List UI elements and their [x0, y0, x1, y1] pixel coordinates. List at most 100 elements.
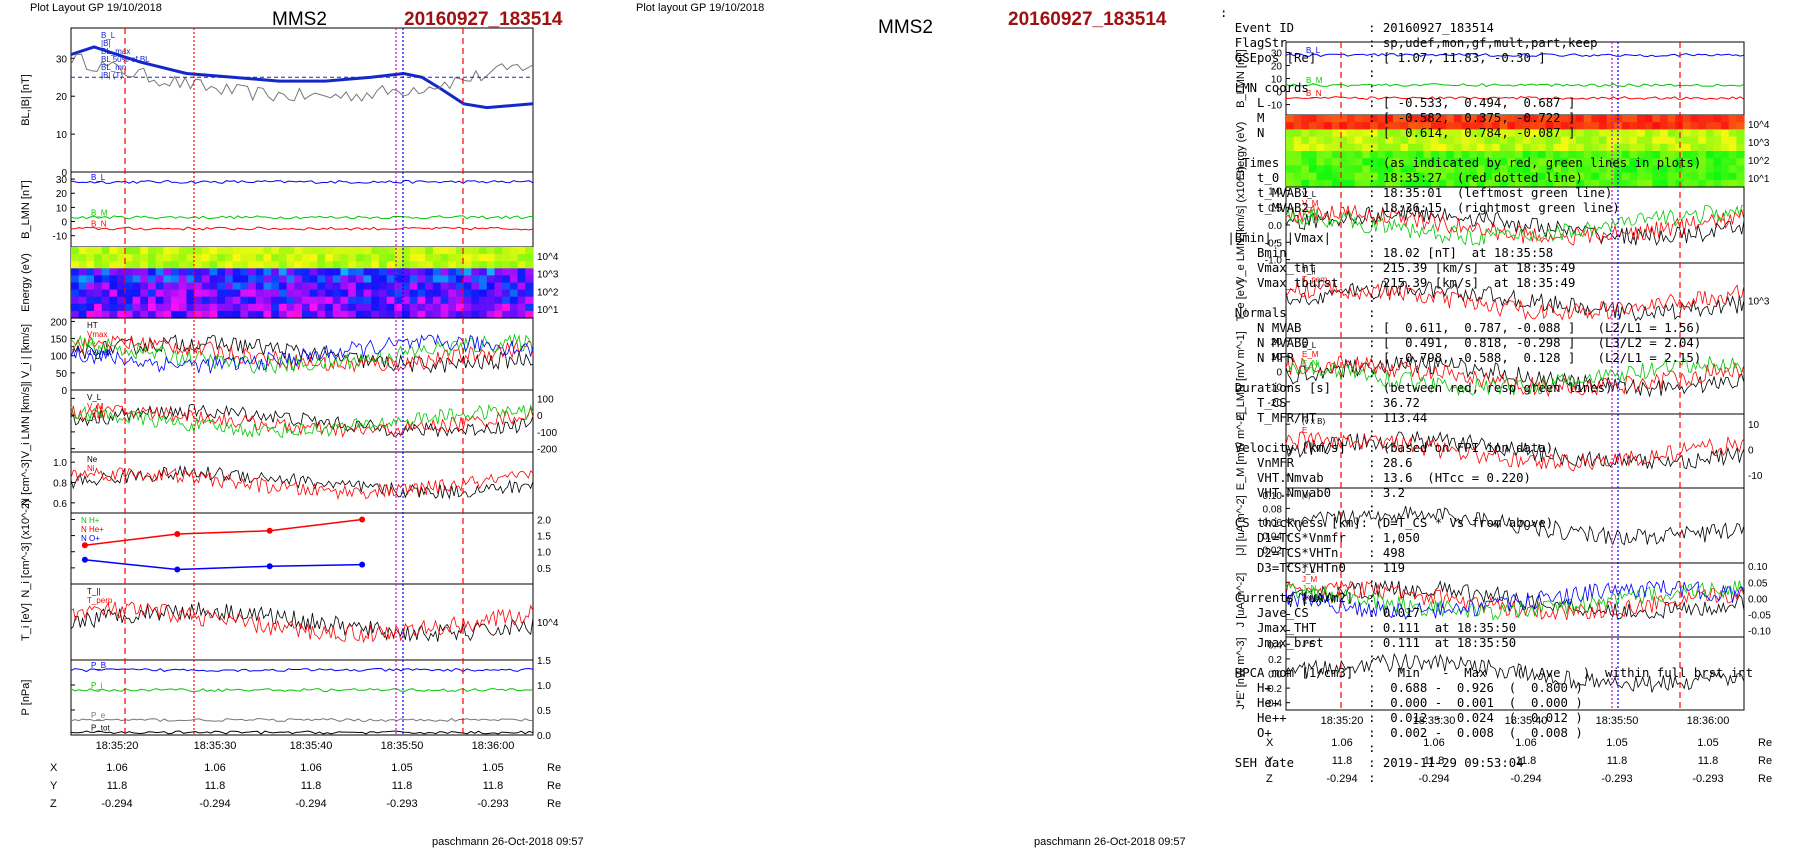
spectrogram-cell: [286, 247, 295, 255]
spectrogram-cell: [363, 254, 372, 262]
spectrogram-cell: [1652, 151, 1661, 159]
summary-line: HPCA mom [1/cm3] : Min - Max ( Ave ) wit…: [1220, 666, 1754, 680]
spectrogram-cell: [494, 310, 503, 319]
spectrogram-cell: [286, 282, 295, 291]
spectrogram-cell: [1324, 129, 1333, 138]
ephemeris-label: X: [50, 762, 58, 774]
spectrogram-cell: [271, 303, 280, 312]
spectrogram-cell: [78, 261, 87, 269]
spectrogram-cell: [1347, 136, 1356, 145]
spectrogram-cell: [86, 296, 95, 305]
spectrogram-cell: [1553, 136, 1562, 145]
spectrogram-cell: [1713, 151, 1722, 159]
spectrogram-cell: [1286, 129, 1295, 138]
spectrogram-cell: [332, 289, 342, 298]
spectrogram-cell: [178, 261, 188, 269]
spectrogram-cell: [1698, 158, 1707, 166]
spectrogram-cell: [109, 261, 118, 269]
spectrogram-cell: [1530, 179, 1539, 188]
spectrogram-cell: [425, 254, 434, 262]
spectrogram-cell: [332, 261, 342, 269]
spectrogram-cell: [1484, 115, 1493, 123]
spectrogram-cell: [140, 254, 149, 262]
spectrogram-cell: [1293, 179, 1302, 188]
spectrogram-cell: [1431, 165, 1440, 174]
spectrogram-cell: [1576, 165, 1585, 174]
spectrogram-cell: [194, 296, 203, 305]
spectrogram-cell: [1583, 129, 1592, 138]
spectrogram-cell: [1446, 158, 1455, 166]
spectrogram-cell: [525, 289, 534, 298]
summary-line: Currents [uA/m2] :: [1220, 591, 1376, 605]
spectrogram-cell: [1423, 179, 1432, 188]
spectrogram-cell: [86, 247, 95, 255]
legend-entry-jlmn: J_L: [1302, 566, 1315, 575]
spectrogram-cell: [1507, 165, 1516, 174]
spectrogram-cell: [1698, 172, 1707, 181]
spectrogram-cell: [194, 261, 203, 269]
series-line-p: [70, 717, 534, 723]
spectrogram-cell: [194, 303, 203, 312]
spectrogram-cell: [248, 296, 257, 305]
spectrogram-cell: [1492, 151, 1501, 159]
series-line-te: [1285, 279, 1745, 321]
spectrogram-cell: [1301, 129, 1310, 138]
spectrogram-cell: [163, 310, 172, 319]
spectrogram-cell: [348, 310, 357, 319]
spectrogram-cell: [117, 254, 126, 262]
spectrogram-cell: [1385, 143, 1394, 152]
spectrogram-cell: [94, 275, 103, 284]
ephemeris-value: -0.294: [1510, 773, 1541, 785]
spectrogram-cell: [1362, 115, 1371, 123]
spectrogram-cell: [94, 289, 103, 298]
spectrogram-cell: [1667, 122, 1676, 130]
spectrogram-cell: [209, 310, 218, 319]
spectrogram-cell: [1682, 158, 1692, 166]
spectrogram-cell: [1614, 129, 1623, 138]
spectrogram-cell: [109, 268, 118, 276]
spectrogram-cell: [1392, 129, 1402, 138]
tick-label-hpca: 1.0: [537, 548, 551, 559]
spectrogram-cell: [1568, 122, 1577, 130]
spectrogram-cell: [1644, 122, 1653, 130]
spectrogram-cell: [517, 296, 526, 305]
spectrogram-cell: [186, 268, 195, 276]
spectrogram-cell: [494, 268, 503, 276]
spectrogram-cell: [332, 254, 342, 262]
spectrogram-cell: [1568, 165, 1577, 174]
spectrogram-cell: [271, 268, 280, 276]
legend-entry-jmag: |J|: [1302, 491, 1310, 500]
spectrogram-cell: [1530, 122, 1539, 130]
spectrogram-cell: [517, 261, 526, 269]
spectrogram-cell: [1690, 136, 1699, 145]
spectrogram-cell: [1385, 158, 1394, 166]
spectrogram-cell: [1721, 158, 1730, 166]
spectrogram-cell: [209, 289, 218, 298]
spectrogram-cell: [402, 254, 411, 262]
spectrogram-cell: [148, 289, 157, 298]
spectrogram-cell: [1705, 136, 1714, 145]
series-line-ti: [70, 602, 534, 643]
spectrogram-cell: [432, 310, 442, 319]
summary-line: O+ : 0.002 - 0.008 ( 0.008 ): [1220, 726, 1583, 740]
spectrogram-cell: [325, 289, 334, 298]
tick-label-ti: 10^4: [537, 618, 559, 629]
spectrogram-cell: [132, 303, 141, 312]
spectrogram-cell: [1415, 136, 1424, 145]
spectrogram-cell: [1606, 122, 1615, 130]
spectrogram-cell: [1385, 151, 1394, 159]
legend-entry-blmn: B_M: [91, 208, 108, 217]
spectrogram-cell: [1408, 151, 1417, 159]
tick-label-blmn: 30: [56, 175, 68, 186]
spectrogram-cell: [217, 261, 226, 269]
tick-label-e: -20: [1268, 398, 1283, 409]
spectrogram-cell: [109, 275, 118, 284]
data-point-hpca: [174, 531, 181, 537]
legend-entry-bl: |B|: [101, 39, 111, 48]
tick-label-vi_lmn: 0: [537, 411, 543, 422]
tick-label-p: 0.5: [537, 706, 551, 717]
spectrogram-cell: [1354, 136, 1363, 145]
spectrogram-cell: [1537, 129, 1547, 138]
spectrogram-cell: [456, 247, 465, 255]
spectrogram-cell: [155, 282, 164, 291]
